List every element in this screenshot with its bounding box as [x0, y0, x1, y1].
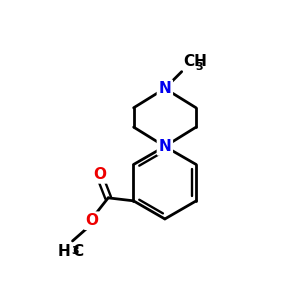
Text: 3: 3 — [71, 246, 79, 256]
Text: O: O — [93, 167, 106, 182]
Text: N: N — [158, 139, 171, 154]
Text: O: O — [85, 213, 98, 228]
Text: CH: CH — [183, 54, 207, 69]
Text: C: C — [72, 244, 83, 259]
Text: H: H — [57, 244, 70, 259]
Text: N: N — [158, 81, 171, 96]
Text: 3: 3 — [196, 62, 203, 72]
